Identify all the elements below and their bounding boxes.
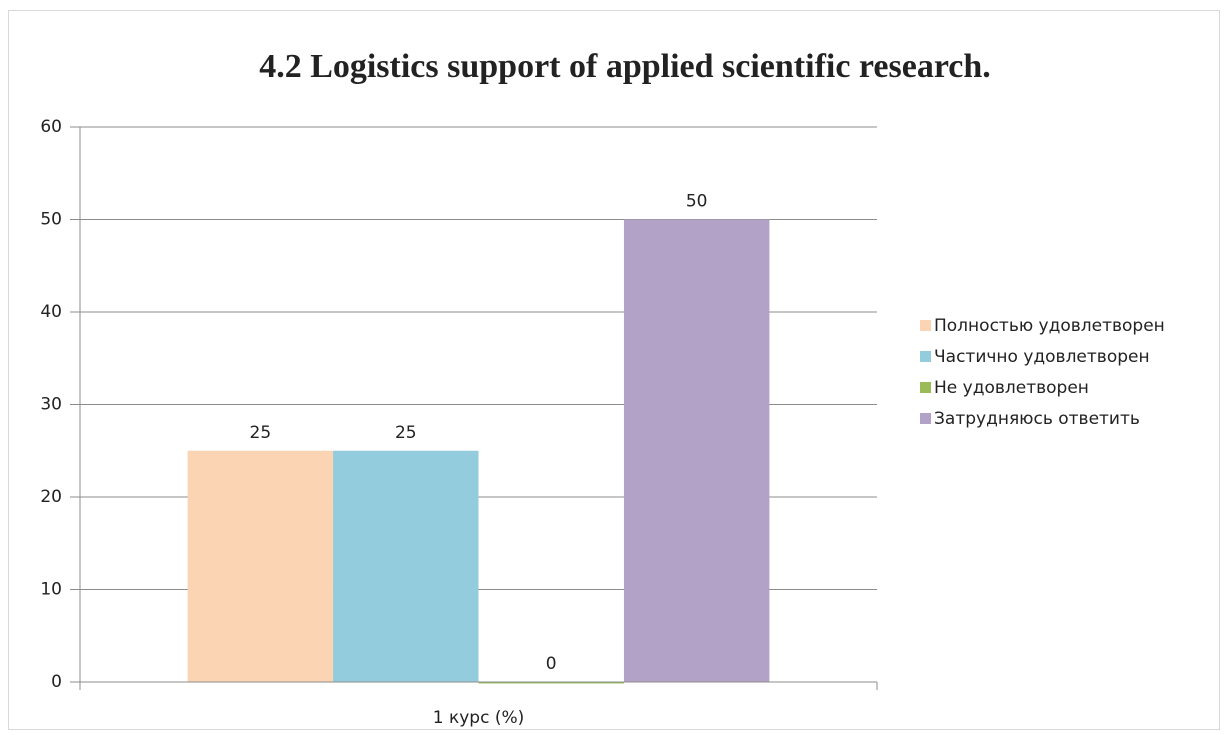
bar [478, 682, 624, 684]
legend-label: Полностью удовлетворен [934, 316, 1165, 336]
data-label: 0 [546, 654, 557, 674]
chart-title: 4.2 Logistics support of applied scienti… [259, 48, 991, 85]
legend-swatch [920, 320, 931, 331]
legend-swatch [920, 382, 931, 393]
y-tick-label: 0 [51, 672, 62, 692]
y-tick-label: 40 [40, 302, 62, 322]
y-tick-label: 10 [40, 580, 62, 600]
legend-label: Затрудняюсь ответить [934, 409, 1140, 429]
data-label: 25 [250, 423, 272, 443]
legend-swatch [920, 413, 931, 424]
bar [623, 219, 770, 682]
bar [187, 450, 334, 682]
y-tick-label: 50 [40, 210, 62, 230]
data-label: 50 [686, 192, 708, 212]
y-tick-label: 20 [40, 487, 62, 507]
bar [333, 450, 479, 682]
y-tick-label: 60 [40, 117, 62, 137]
x-tick-label: 1 курс (%) [433, 708, 525, 728]
legend-swatch [920, 351, 931, 362]
legend-label: Частично удовлетворен [934, 347, 1150, 367]
legend-label: Не удовлетворен [934, 378, 1089, 398]
y-tick-label: 30 [40, 395, 62, 415]
data-label: 25 [395, 423, 417, 443]
